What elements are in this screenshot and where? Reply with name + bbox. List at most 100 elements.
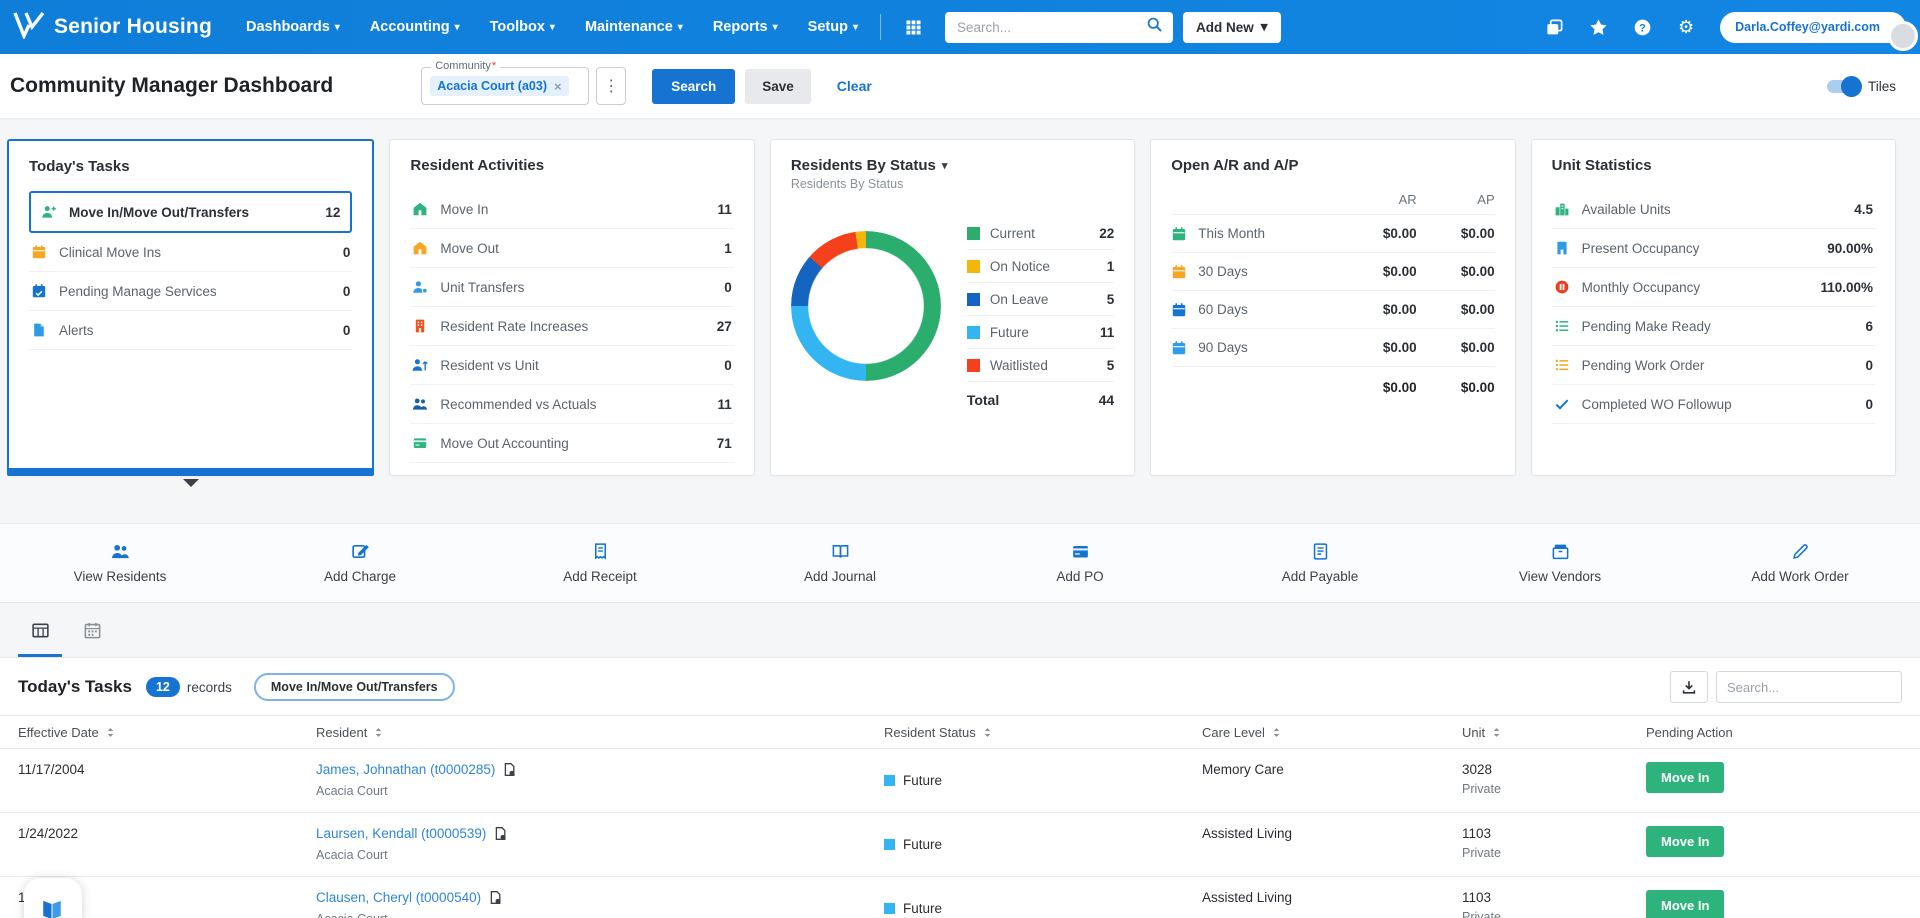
- resident-link[interactable]: Clausen, Cheryl (t0000540): [316, 890, 503, 905]
- tab-calendar-view[interactable]: [70, 617, 114, 657]
- tab-table-view[interactable]: [18, 617, 62, 657]
- unit-cell: 1103Private: [1462, 877, 1646, 918]
- settings-gear-icon[interactable]: ⚙: [1676, 17, 1696, 37]
- dashboard-save-button[interactable]: Save: [745, 69, 811, 104]
- quick-action-label: Add Payable: [1282, 569, 1359, 584]
- status-label: Future: [903, 773, 942, 788]
- pause-icon: [1554, 279, 1571, 296]
- resident-activity-item[interactable]: Resident vs Unit0: [410, 346, 733, 385]
- unit-stat-item[interactable]: Pending Make Ready6: [1552, 307, 1875, 346]
- person-add-icon: [41, 204, 58, 221]
- item-count: 11: [718, 202, 732, 217]
- sort-icon[interactable]: [372, 726, 385, 739]
- item-count: 71: [717, 436, 732, 451]
- item-label: Monthly Occupancy: [1582, 280, 1821, 295]
- quick-action-view-residents[interactable]: View Residents: [0, 542, 240, 584]
- resident-activity-item[interactable]: Move In11: [410, 190, 733, 229]
- status-color-square: [884, 839, 895, 850]
- sort-icon[interactable]: [1270, 726, 1283, 739]
- legend-value: 5: [1107, 292, 1115, 307]
- item-count: 0: [1866, 397, 1874, 412]
- table-search-input[interactable]: [1716, 671, 1902, 703]
- resident-activity-item[interactable]: Move Out1: [410, 229, 733, 268]
- community-field[interactable]: Community* Acacia Court (a03) ×: [421, 67, 589, 105]
- person-dot-icon: [412, 279, 429, 296]
- resident-document-icon[interactable]: [488, 890, 503, 905]
- menu-accounting[interactable]: Accounting▾: [370, 19, 460, 35]
- quick-action-add-work-order[interactable]: Add Work Order: [1680, 542, 1920, 584]
- unit-stat-item[interactable]: Available Units4.5: [1552, 190, 1875, 229]
- menu-setup[interactable]: Setup▾: [808, 19, 858, 35]
- menu-toolbox[interactable]: Toolbox▾: [490, 19, 555, 35]
- menu-reports[interactable]: Reports▾: [713, 19, 778, 35]
- list-icon: [1554, 357, 1571, 374]
- app-launcher-icon[interactable]: [899, 12, 929, 42]
- community-field-label: Community*: [431, 60, 500, 72]
- sort-icon[interactable]: [1490, 726, 1503, 739]
- menu-label: Dashboards: [246, 19, 330, 35]
- todays-task-item[interactable]: Alerts0: [29, 311, 352, 350]
- search-icon[interactable]: [1146, 16, 1163, 38]
- resident-document-icon[interactable]: [502, 762, 517, 777]
- favorites-star-icon[interactable]: [1588, 17, 1608, 37]
- quick-action-add-receipt[interactable]: Add Receipt: [480, 542, 720, 584]
- community-options-kebab-icon[interactable]: ⋮: [596, 67, 626, 105]
- ar-amount: $0.00: [1331, 340, 1417, 355]
- sort-icon[interactable]: [981, 726, 994, 739]
- todays-task-item[interactable]: Move In/Move Out/Transfers12: [29, 191, 352, 233]
- move-in-button[interactable]: Move In: [1646, 762, 1724, 793]
- quick-action-label: View Residents: [74, 569, 167, 584]
- unit-stat-item[interactable]: Completed WO Followup0: [1552, 385, 1875, 424]
- quick-action-add-charge[interactable]: Add Charge: [240, 542, 480, 584]
- help-icon[interactable]: ?: [1632, 17, 1652, 37]
- quick-action-add-po[interactable]: Add PO: [960, 542, 1200, 584]
- resident-activity-item[interactable]: Move Out Accounting71: [410, 424, 733, 463]
- todays-task-item[interactable]: Pending Manage Services0: [29, 272, 352, 311]
- user-account-button[interactable]: Darla.Coffey@yardi.com: [1720, 12, 1906, 43]
- filter-chip[interactable]: Move In/Move Out/Transfers: [254, 673, 455, 701]
- quick-action-add-payable[interactable]: Add Payable: [1200, 542, 1440, 584]
- brand[interactable]: Senior Housing: [12, 11, 212, 44]
- menu-dashboards[interactable]: Dashboards▾: [246, 19, 340, 35]
- move-in-button[interactable]: Move In: [1646, 826, 1724, 857]
- unit-stat-item[interactable]: Present Occupancy90.00%: [1552, 229, 1875, 268]
- windows-stack-icon[interactable]: [1544, 17, 1564, 37]
- menu-maintenance[interactable]: Maintenance▾: [585, 19, 683, 35]
- chart-selector-caret-icon[interactable]: ▾: [942, 159, 948, 172]
- sort-icon[interactable]: [104, 726, 117, 739]
- legend-label: On Leave: [990, 292, 1107, 307]
- column-label: Effective Date: [18, 725, 99, 740]
- tiles-toggle[interactable]: Tiles: [1827, 79, 1896, 94]
- knowledge-base-fab[interactable]: [24, 878, 82, 918]
- quick-action-view-vendors[interactable]: View Vendors: [1440, 542, 1680, 584]
- resident-activity-item[interactable]: Resident Rate Increases27: [410, 307, 733, 346]
- buildings-icon: [1554, 201, 1571, 218]
- item-count: 4.5: [1854, 202, 1873, 217]
- quick-action-add-journal[interactable]: Add Journal: [720, 542, 960, 584]
- residents-status-donut-chart[interactable]: [791, 231, 941, 381]
- global-search-input[interactable]: [957, 20, 1146, 35]
- todays-task-item[interactable]: Clinical Move Ins0: [29, 233, 352, 272]
- move-in-button[interactable]: Move In: [1646, 890, 1724, 918]
- dashboard-search-button[interactable]: Search: [652, 69, 735, 104]
- dashboard-clear-link[interactable]: Clear: [837, 78, 872, 94]
- resident-link[interactable]: Laursen, Kendall (t0000539): [316, 826, 508, 841]
- unit-stat-item[interactable]: Pending Work Order0: [1552, 346, 1875, 385]
- table-header-row: Effective DateResidentResident StatusCar…: [0, 715, 1920, 749]
- chip-remove-icon[interactable]: ×: [554, 80, 562, 93]
- list-icon: [1554, 318, 1571, 335]
- ar-total: $0.00: [1331, 380, 1417, 395]
- legend-swatch: [967, 359, 980, 372]
- ap-amount: $0.00: [1417, 340, 1495, 355]
- resident-document-icon[interactable]: [493, 826, 508, 841]
- unit-stat-item[interactable]: Monthly Occupancy110.00%: [1552, 268, 1875, 307]
- add-new-button[interactable]: Add New▾: [1183, 12, 1281, 43]
- resident-link[interactable]: James, Johnathan (t0000285): [316, 762, 517, 777]
- resident-activity-item[interactable]: Recommended vs Actuals11: [410, 385, 733, 424]
- main-menu: Dashboards▾ Accounting▾ Toolbox▾ Maintenanc…: [246, 19, 858, 35]
- column-header-unit: Unit: [1462, 716, 1646, 748]
- resident-activity-item[interactable]: Unit Transfers0: [410, 268, 733, 307]
- box-icon: [1551, 542, 1570, 561]
- download-button[interactable]: [1670, 671, 1708, 703]
- care-level-cell: Memory Care: [1202, 749, 1462, 812]
